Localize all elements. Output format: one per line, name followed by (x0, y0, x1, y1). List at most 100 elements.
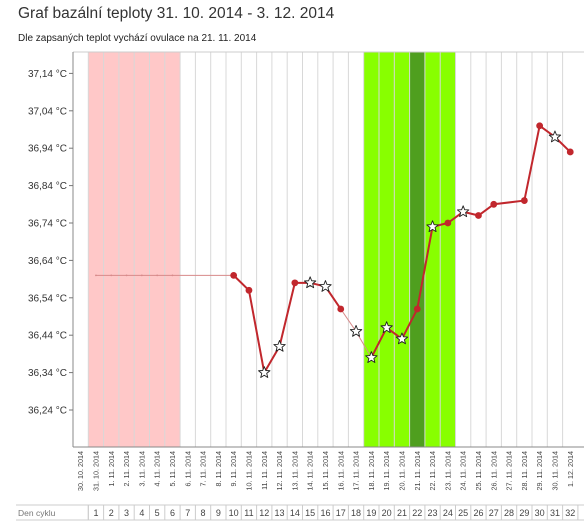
cycle-row-title: Den cyklu (18, 508, 56, 518)
series-segment (370, 326, 388, 359)
data-point-hidden (95, 274, 97, 277)
cycle-day-label: 8 (201, 508, 206, 518)
x-tick-label: 28. 11. 2014 (520, 451, 529, 490)
chart-title: Graf bazální teploty 31. 10. 2014 - 3. 1… (18, 5, 335, 22)
cycle-day-label: 6 (170, 508, 175, 518)
cycle-day-label: 28 (504, 508, 514, 518)
x-tick-label: 30. 11. 2014 (550, 451, 559, 490)
x-tick-label: 9. 11. 2014 (229, 451, 238, 486)
x-tick-label: 31. 10. 2014 (91, 451, 100, 491)
cycle-day-label: 7 (185, 508, 190, 518)
ovulation-band (409, 52, 425, 447)
y-tick-label: 36,84 °C (28, 181, 67, 192)
y-axis-ticks: 36,24 °C 36,34 °C 36,44 °C 36,54 °C 36,64 °C… (28, 69, 73, 417)
cycle-day-label: 17 (336, 508, 346, 518)
x-tick-label: 16. 11. 2014 (336, 451, 345, 490)
x-tick-label: 22. 11. 2014 (428, 451, 437, 490)
cycle-day-label: 30 (535, 508, 545, 518)
cycle-day-label: 15 (305, 508, 315, 518)
data-point-hidden (156, 274, 159, 277)
x-tick-label: 15. 11. 2014 (321, 451, 330, 490)
cycle-day-label: 12 (259, 508, 269, 518)
x-axis-ticks: 30. 10. 2014 31. 10. 2014 1. 11. 2014 2. 11… (76, 451, 575, 491)
cycle-day-label: 16 (320, 508, 330, 518)
x-tick-label: 20. 11. 2014 (397, 451, 406, 490)
x-tick-label: 10. 11. 2014 (244, 451, 253, 490)
data-point-star (273, 339, 286, 352)
data-point-star (349, 325, 363, 337)
data-point-dot (520, 197, 528, 204)
y-tick-label: 36,64 °C (28, 256, 67, 267)
data-point-star (456, 205, 470, 218)
y-tick-label: 36,24 °C (28, 406, 67, 417)
y-tick-label: 36,54 °C (28, 293, 67, 304)
x-tick-label: 13. 11. 2014 (290, 451, 299, 490)
cycle-day-label: 24 (443, 508, 453, 518)
data-point-star (258, 366, 271, 378)
data-point-hidden (140, 274, 143, 277)
x-tick-label: 6. 11. 2014 (183, 451, 192, 486)
x-tick-label: 7. 11. 2014 (199, 451, 208, 486)
series-segment (492, 199, 526, 206)
cycle-day-label: 5 (155, 508, 160, 518)
y-tick-label: 37,14 °C (28, 69, 67, 80)
data-point-star (395, 332, 409, 345)
cycle-day-row: Den cyklu 1 2 3 4 5 6 7 8 9 10 11 12 13 14 15 16 17 18 19 20… (16, 504, 584, 521)
cycle-day-label: 18 (351, 508, 361, 518)
cycle-day-label: 11 (244, 508, 253, 518)
x-tick-label: 3. 11. 2014 (137, 451, 146, 486)
x-tick-label: 24. 11. 2014 (459, 451, 468, 490)
cycle-day-label: 13 (275, 508, 285, 518)
y-tick-label: 36,44 °C (28, 331, 67, 342)
series-segment (232, 274, 250, 292)
cycle-day-label: 32 (565, 508, 575, 518)
cycle-day-label: 26 (473, 508, 483, 518)
series-segment (400, 308, 419, 340)
cycle-day-label: 10 (229, 508, 239, 518)
x-tick-label: 25. 11. 2014 (474, 451, 483, 490)
axes (72, 51, 584, 448)
cycle-day-label: 1 (93, 508, 98, 518)
cycle-day-label: 2 (109, 508, 114, 518)
x-tick-label: 30. 10. 2014 (76, 451, 85, 491)
data-point-dot (536, 122, 544, 130)
x-tick-label: 1. 12. 2014 (566, 451, 575, 487)
x-tick-label: 5. 11. 2014 (168, 451, 177, 486)
data-point-dot (444, 219, 452, 227)
y-tick-label: 37,04 °C (28, 106, 67, 117)
data-point-dot (475, 212, 482, 219)
x-tick-label: 18. 11. 2014 (367, 451, 376, 490)
cycle-day-label: 9 (216, 508, 221, 518)
x-tick-label: 26. 11. 2014 (489, 451, 498, 490)
data-point-star (380, 321, 393, 334)
data-point-hidden (125, 274, 128, 277)
x-tick-label: 21. 11. 2014 (413, 451, 422, 490)
series-segment (340, 308, 357, 332)
x-tick-label: 2. 11. 2014 (122, 451, 131, 486)
cycle-day-label: 21 (397, 508, 407, 518)
cycle-day-label: 31 (550, 508, 560, 518)
x-tick-label: 1. 11. 2014 (107, 451, 116, 486)
data-point-dot (413, 305, 421, 313)
x-tick-label: 4. 11. 2014 (153, 451, 162, 486)
data-point-dot (291, 279, 299, 287)
x-tick-label: 14. 11. 2014 (306, 451, 315, 490)
x-tick-label: 29. 11. 2014 (535, 451, 544, 490)
x-tick-label: 8. 11. 2014 (214, 451, 223, 486)
x-tick-label: 17. 11. 2014 (352, 451, 361, 490)
cycle-day-label: 22 (412, 508, 422, 518)
data-point-star (365, 351, 378, 363)
grid-lines (87, 52, 564, 447)
data-point-hidden (110, 274, 113, 277)
data-point-dot (566, 148, 574, 156)
series-segment (247, 289, 266, 374)
data-point-dot (245, 286, 253, 294)
series-segment (416, 225, 434, 311)
chart-subtitle: Dle zapsaných teplot vychází ovulace na … (18, 33, 257, 44)
cycle-day-label: 29 (519, 508, 529, 518)
y-tick-label: 36,34 °C (28, 368, 67, 379)
data-point-star (303, 276, 317, 289)
series-segment (523, 124, 541, 202)
cycle-day-label: 3 (124, 508, 129, 518)
